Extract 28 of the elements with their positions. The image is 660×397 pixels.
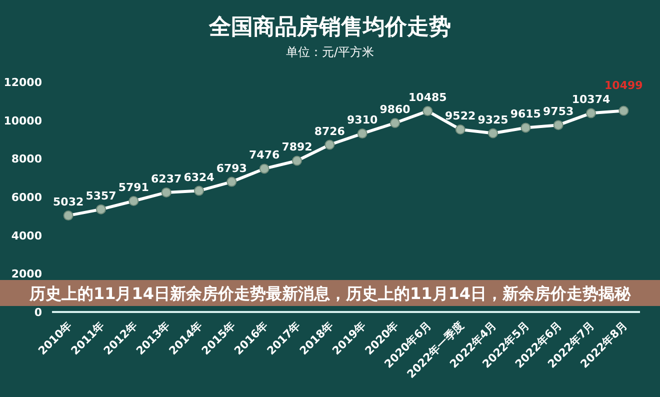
data-label: 5791 <box>118 181 149 194</box>
data-label: 9325 <box>478 113 508 126</box>
y-tick-label: 12000 <box>4 76 42 89</box>
chart-subtitle: 单位：元/平方米 <box>286 45 374 59</box>
data-label: 7476 <box>249 148 280 162</box>
y-tick-label: 0 <box>34 306 42 319</box>
data-label: 10485 <box>408 91 447 104</box>
data-label: 6237 <box>151 172 182 186</box>
data-label: 7892 <box>282 140 312 154</box>
data-label: 8726 <box>314 124 346 138</box>
chart-title: 全国商品房销售均价走势 <box>208 14 451 40</box>
y-tick-label: 10000 <box>4 114 42 128</box>
data-label: 9615 <box>510 108 541 121</box>
data-label: 5357 <box>86 189 116 202</box>
data-label: 9310 <box>347 114 378 127</box>
data-label: 9522 <box>445 109 476 122</box>
y-tick-label: 2000 <box>11 268 42 281</box>
annotation: 历史上的11月14日新余房价走势最新消息，历史上的11月14日，新余房价走势揭秘 <box>28 284 632 303</box>
data-label: 5032 <box>53 196 84 209</box>
y-tick-label: 6000 <box>11 191 42 204</box>
y-tick-label: 8000 <box>11 152 42 166</box>
data-label: 6324 <box>184 170 215 184</box>
data-label: 10499 <box>604 78 643 92</box>
data-label: 9753 <box>543 105 574 118</box>
y-tick-label: 4000 <box>11 229 42 242</box>
data-label: 6793 <box>216 162 247 175</box>
data-label: 10374 <box>572 93 610 106</box>
data-label: 9860 <box>380 103 411 116</box>
